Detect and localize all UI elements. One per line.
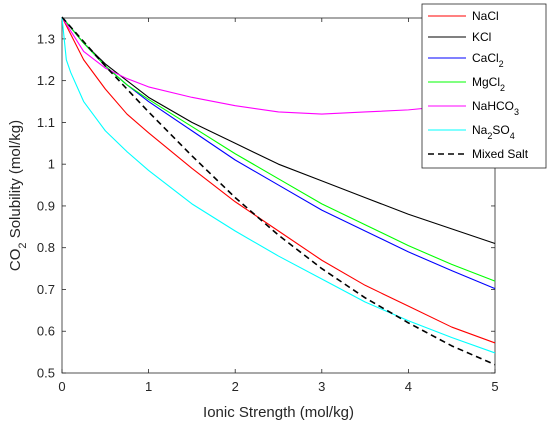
legend-label: NaHCO3 [472,99,519,117]
legend-label: NaCl [472,9,499,23]
legend-label: Na2SO4 [472,123,515,141]
legend-label-text: Na [472,123,488,137]
y-axis-label-rest: Solubility (mol/kg) [7,120,24,243]
y-tick-label: 1.2 [37,73,55,88]
x-tick-label: 4 [405,379,412,394]
legend-label-text: CaCl [472,51,499,65]
x-axis: 0 1 2 3 4 5 [58,18,499,394]
y-axis-label-sub: 2 [17,242,29,248]
x-axis-label: Ionic Strength (mol/kg) [203,404,354,421]
legend-label: CaCl2 [472,51,504,69]
y-axis-label: CO2 Solubility (mol/kg) [7,120,29,271]
legend-label-text: MgCl [472,75,500,89]
x-tick-label: 5 [491,379,498,394]
x-tick-label: 1 [145,379,152,394]
y-axis: 0.5 0.6 0.7 0.8 0.9 1 1.1 1.2 1.3 [37,31,495,381]
legend-box [421,3,547,169]
legend-label-subscript: 2 [499,59,504,69]
legend-label: Mixed Salt [472,147,529,161]
legend-label: KCl [472,30,491,44]
legend-label-text: NaCl [472,9,499,23]
series-line-mixed-salt [61,16,496,366]
y-tick-label: 1.1 [37,115,55,130]
series-layer [61,16,496,366]
y-tick-label: 1.3 [37,31,55,46]
y-tick-label: 0.8 [37,240,55,255]
x-tick-label: 2 [232,379,239,394]
legend-label-subscript: 2 [487,131,492,141]
legend-label-text: Mixed Salt [472,147,529,161]
y-axis-label-main: CO [7,249,24,272]
series-line-kcl [61,16,496,245]
legend-label-subscript: 4 [510,131,515,141]
y-tick-label: 1 [48,157,55,172]
legend-label-subscript: 3 [514,107,519,117]
x-tick-label: 0 [58,379,65,394]
y-tick-label: 0.7 [37,282,55,297]
y-tick-label: 0.9 [37,198,55,213]
x-tick-label: 3 [318,379,325,394]
legend-label-text: NaHCO [472,99,514,113]
legend-label: MgCl2 [472,75,505,93]
series-line-nacl [61,16,496,344]
series-line-na2so4 [61,17,496,354]
legend-label-text: KCl [472,30,491,44]
y-tick-label: 0.5 [37,366,55,381]
y-tick-label: 0.6 [37,324,55,339]
legend-label-subscript: 2 [500,83,505,93]
series-line-nahco3 [61,16,496,115]
legend-label-text: SO [492,123,509,137]
